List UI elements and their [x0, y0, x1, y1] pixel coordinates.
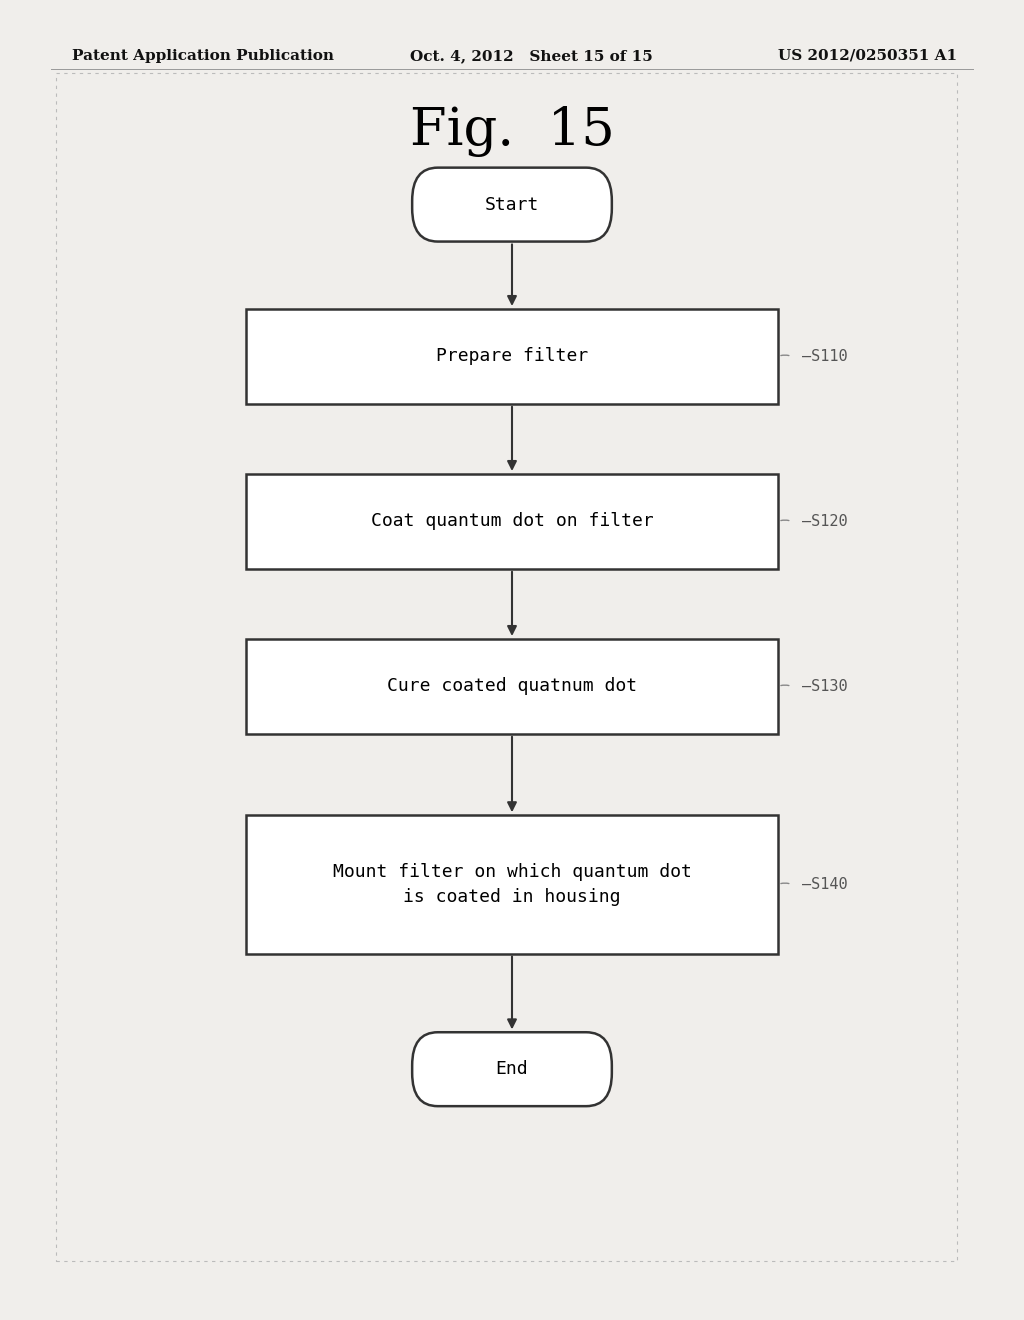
- FancyBboxPatch shape: [412, 168, 611, 242]
- Text: —S140: —S140: [802, 876, 848, 892]
- Bar: [56, 73, 957, 1261]
- Bar: [246, 814, 778, 953]
- Text: Oct. 4, 2012   Sheet 15 of 15: Oct. 4, 2012 Sheet 15 of 15: [410, 49, 652, 63]
- Bar: [246, 474, 778, 569]
- FancyBboxPatch shape: [412, 1032, 611, 1106]
- Text: Mount filter on which quantum dot
is coated in housing: Mount filter on which quantum dot is coa…: [333, 863, 691, 906]
- Text: —S130: —S130: [802, 678, 848, 694]
- Text: Fig.  15: Fig. 15: [410, 106, 614, 157]
- Text: —S120: —S120: [802, 513, 848, 529]
- Text: —S110: —S110: [802, 348, 848, 364]
- Text: Patent Application Publication: Patent Application Publication: [72, 49, 334, 63]
- Bar: [246, 309, 778, 404]
- Text: Cure coated quatnum dot: Cure coated quatnum dot: [387, 677, 637, 696]
- Text: Prepare filter: Prepare filter: [436, 347, 588, 366]
- Text: End: End: [496, 1060, 528, 1078]
- Text: Start: Start: [484, 195, 540, 214]
- Text: Coat quantum dot on filter: Coat quantum dot on filter: [371, 512, 653, 531]
- Text: US 2012/0250351 A1: US 2012/0250351 A1: [778, 49, 957, 63]
- Bar: [246, 639, 778, 734]
